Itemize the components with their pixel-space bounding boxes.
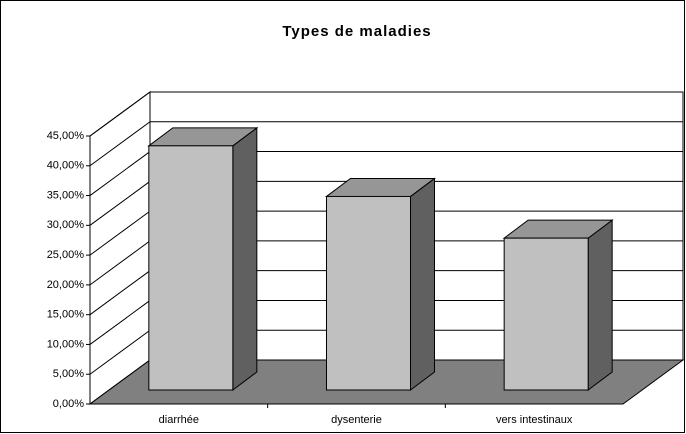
y-tick-label: 10,00% (47, 338, 85, 350)
bar (148, 145, 234, 391)
side-grid-line (89, 270, 151, 316)
side-grid-line (89, 300, 151, 345)
x-tick-label: vers intestinaux (496, 414, 573, 426)
y-tick-label: 45,00% (47, 130, 85, 142)
side-grid-line (89, 180, 151, 226)
side-grid-line (89, 210, 151, 256)
y-tick-label: 35,00% (47, 189, 85, 201)
bar-side (410, 177, 435, 391)
side-grid-line (89, 240, 151, 286)
chart-title: Types de maladies (282, 23, 431, 40)
x-tick-label: dysenterie (331, 414, 382, 426)
y-tick-label: 5,00% (53, 368, 84, 380)
bar (326, 195, 411, 391)
side-grid-line (89, 151, 151, 196)
bar (503, 237, 589, 391)
y-tick-label: 40,00% (47, 160, 85, 172)
x-tick-label: diarrhée (159, 414, 199, 426)
side-grid-line (89, 91, 151, 137)
bar-side (232, 126, 258, 391)
side-grid-line (89, 329, 151, 375)
y-tick-label: 30,00% (47, 219, 85, 231)
y-tick-label: 0,00% (53, 398, 84, 410)
y-tick-label: 15,00% (47, 309, 85, 321)
y-tick-label: 20,00% (47, 279, 85, 291)
bar-side (587, 219, 613, 391)
y-tick-label: 25,00% (47, 249, 85, 261)
side-grid-line (89, 121, 151, 167)
